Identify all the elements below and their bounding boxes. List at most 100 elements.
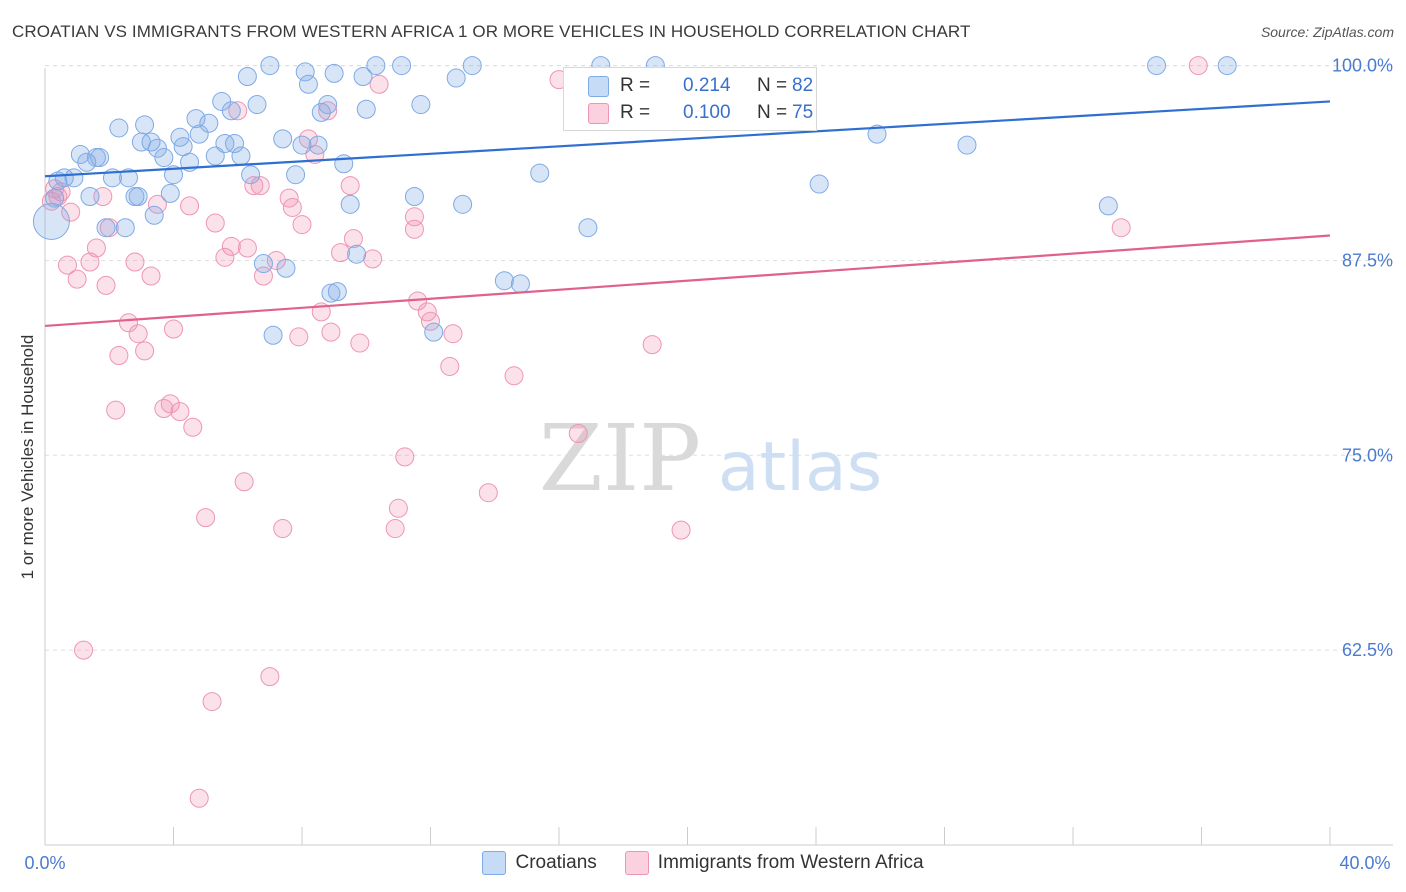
western-africa-point (196, 508, 216, 528)
western-africa-point (395, 447, 415, 467)
western-africa-point (61, 202, 81, 222)
western-africa-point (57, 255, 77, 275)
croatian-point (353, 67, 373, 86)
trend-lines (44, 100, 1331, 328)
western-africa-point (289, 327, 309, 347)
western-africa-point (340, 176, 360, 196)
legend-item-western-africa[interactable]: Immigrants from Western Africa (624, 851, 924, 875)
croatian-point (115, 218, 135, 238)
stats-legend-box: R = 0.214 N = 82 R = 0.100 N = 75 (563, 67, 817, 131)
stats-r-label: R = (620, 75, 651, 96)
croatian-point (164, 165, 183, 185)
western-africa-point (671, 520, 691, 540)
legend-label-western-africa: Immigrants from Western Africa (657, 852, 924, 873)
watermark-atlas: atlas (718, 428, 882, 507)
croatian-point (189, 124, 209, 144)
croatian-point (809, 174, 829, 194)
western-africa-point (292, 215, 312, 235)
croatian-point (263, 325, 283, 345)
croatian-point (321, 283, 341, 303)
western-africa-point (160, 394, 180, 414)
western-africa-point (74, 640, 94, 660)
croatian-point (324, 63, 344, 83)
croatian-point (404, 187, 424, 207)
legend-swatch-western-africa (624, 851, 649, 875)
western-africa-point (86, 238, 106, 258)
western-africa-point (440, 356, 460, 376)
y-tick-label: 100.0% (1332, 56, 1393, 76)
western-africa-point (109, 346, 129, 366)
croatian-point (221, 101, 241, 121)
y-tick-label: 87.5% (1342, 250, 1393, 270)
western-africa-point (388, 498, 408, 518)
western-africa-point (421, 311, 440, 331)
tick-labels: 62.5% 75.0% 87.5% 100.0% 0.0% 40.0% (24, 56, 1393, 873)
croatian-point (1217, 56, 1237, 76)
axes (44, 68, 1393, 846)
croatian-point (286, 165, 306, 185)
croatian-point (70, 144, 90, 164)
western-africa-point (119, 313, 139, 333)
croatian-point (237, 67, 257, 86)
western-africa-point (205, 213, 225, 233)
croatian-point (32, 202, 70, 240)
legend-label-croatians: Croatians (515, 852, 597, 873)
croatian-point (446, 68, 466, 88)
western-africa-point (67, 269, 87, 289)
croatian-point (530, 163, 550, 183)
croatian-point (327, 282, 347, 302)
croatian-point (1147, 56, 1167, 76)
stats-swatch-croatians (588, 75, 609, 97)
croatian-point (392, 56, 412, 76)
croatian-point (128, 187, 148, 207)
legend-item-croatians[interactable]: Croatians (482, 851, 597, 875)
croatian-point (578, 218, 598, 238)
croatian-point (311, 102, 331, 122)
croatian-point (957, 135, 977, 155)
western-africa-trend-line (44, 234, 1331, 328)
croatian-point (318, 95, 338, 115)
croatian-point (109, 118, 129, 138)
western-africa-point (135, 341, 155, 361)
series-western-africa-points (41, 56, 1208, 808)
croatian-point (298, 74, 318, 94)
western-africa-point (164, 319, 183, 339)
western-africa-point (221, 236, 241, 256)
western-africa-point (96, 275, 116, 295)
croatian-point (64, 168, 84, 188)
croatian-point (273, 129, 293, 149)
western-africa-point (80, 252, 100, 272)
croatian-point (295, 62, 315, 82)
y-tick-label: 62.5% (1342, 640, 1393, 660)
western-africa-point (404, 207, 424, 227)
croatian-point (356, 99, 376, 119)
western-africa-point (244, 176, 264, 196)
croatians-trend-line (44, 100, 1331, 178)
watermark-zip: ZIP (539, 405, 701, 512)
y-tick-label: 75.0% (1342, 445, 1393, 465)
western-africa-point (170, 402, 190, 422)
western-africa-point (369, 74, 389, 94)
legend-swatch-croatians (482, 851, 507, 875)
croatian-point (292, 135, 312, 155)
croatian-point (253, 254, 273, 274)
western-africa-point (273, 519, 293, 539)
source-label: Source: ZipAtlas.com (1260, 24, 1394, 40)
gridlines (45, 65, 1390, 651)
western-africa-point (106, 400, 126, 420)
stats-n-value: 75 (792, 102, 814, 123)
croatian-point (45, 188, 65, 208)
croatian-point (1098, 196, 1118, 216)
croatian-point (340, 194, 360, 214)
croatian-point (347, 244, 367, 264)
croatian-point (160, 183, 180, 203)
western-africa-point (189, 788, 209, 808)
western-africa-point (478, 483, 498, 503)
croatian-point (453, 194, 473, 214)
western-africa-point (568, 423, 588, 443)
western-africa-point (350, 333, 370, 353)
croatian-point (867, 124, 887, 144)
croatian-point (144, 205, 164, 225)
croatian-point (96, 218, 116, 238)
western-africa-point (318, 101, 338, 121)
